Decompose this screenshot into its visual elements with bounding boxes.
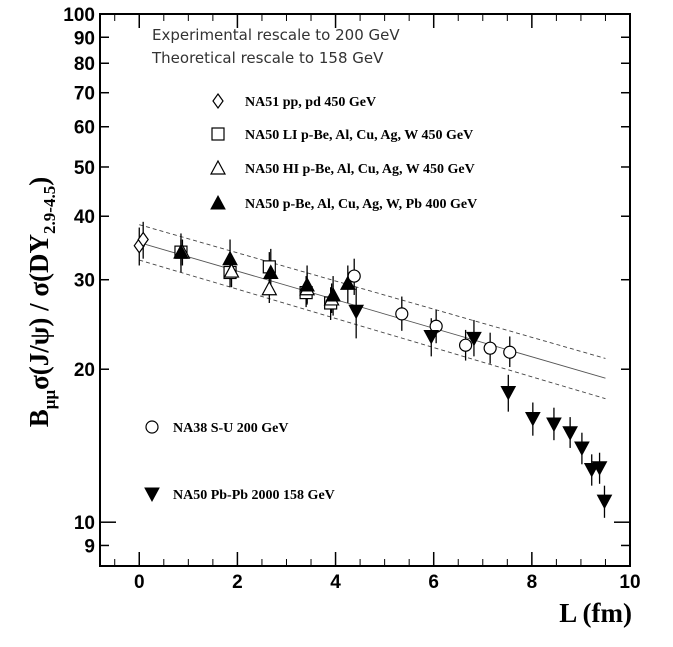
y-tick-label: 60 [74, 118, 95, 139]
data-point-triangle-down-filled [596, 494, 613, 510]
data-point-circle-open [347, 269, 361, 283]
data-point-triangle-up-filled [339, 275, 356, 290]
legend-label: NA51 pp, pd 450 GeV [245, 95, 376, 110]
axis-ticks [100, 13, 631, 566]
annotation-experimental: Experimental rescale to 200 GeV [152, 26, 400, 44]
legend-label: NA50 HI p-Be, Al, Cu, Ag, W 450 GeV [245, 162, 475, 177]
x-axis-title: L (fm) [559, 598, 632, 628]
data-point-triangle-up-filled [299, 276, 315, 292]
data-point-circle-open [459, 338, 473, 352]
data-point-triangle-up-filled [222, 250, 238, 266]
y-tick-label: 90 [74, 28, 95, 49]
fit-curves [139, 224, 606, 400]
data-point-circle-open [395, 307, 409, 321]
x-tick-label: 0 [134, 572, 145, 593]
data-point-triangle-down-filled [423, 329, 440, 345]
y-tick-label: 30 [74, 271, 95, 292]
legend-label: NA50 LI p-Be, Al, Cu, Ag, W 450 GeV [245, 128, 473, 143]
data-point-triangle-down-filled [546, 417, 562, 433]
legend-marker [210, 194, 226, 210]
y-tick-label: 9 [84, 536, 95, 557]
y-axis-title-b-sub: μμ [40, 390, 59, 410]
legend-marker [212, 92, 224, 110]
y-tick-label: 10 [74, 513, 95, 534]
y-tick-label: 80 [74, 54, 95, 75]
legend-marker [211, 127, 225, 141]
legend-marker [209, 159, 227, 175]
plot-frame [99, 13, 631, 567]
data-point-triangle-down-filled [574, 441, 590, 456]
data-point-diamond-open [137, 231, 149, 248]
legend-marker [144, 487, 160, 503]
data-point-triangle-down-filled [466, 331, 482, 347]
y-tick-label: 100 [63, 5, 95, 26]
y-axis-title-mid: σ(J/ψ) / σ(DY [24, 234, 54, 390]
fit-band-upper [139, 224, 606, 359]
data-point-circle-open [503, 345, 517, 359]
data-point-triangle-down-filled [348, 304, 365, 320]
data-point-triangle-down-filled [562, 426, 578, 441]
data-point-triangle-down-filled [524, 411, 541, 427]
legend-label: NA38 S-U 200 GeV [173, 421, 289, 436]
x-tick-label: 2 [232, 572, 243, 593]
y-axis-title-b: B [24, 409, 54, 427]
data-point-triangle-up-open [261, 280, 278, 296]
x-tick-label: 6 [428, 572, 439, 593]
y-axis-title-end: ) [24, 177, 54, 186]
y-axis-title: Bμμσ(J/ψ) / σ(DY2.9-4.5) [24, 177, 59, 427]
annotation-theoretical: Theoretical rescale to 158 GeV [151, 49, 384, 67]
data-point-circle-open [483, 341, 497, 355]
data-point-triangle-up-open [223, 262, 240, 278]
x-tick-labels: 0 2 4 6 8 10 [134, 572, 641, 593]
legend: NA51 pp, pd 450 GeV NA50 LI p-Be, Al, Cu,… [144, 92, 477, 503]
y-tick-label: 70 [74, 84, 95, 105]
legend-marker [145, 420, 159, 434]
legend-label: NA50 Pb-Pb 2000 158 GeV [173, 488, 335, 503]
data-point-triangle-down-filled [591, 461, 608, 476]
fit-curve [139, 242, 606, 379]
data-point-triangle-up-filled [262, 264, 279, 279]
y-tick-label: 20 [74, 360, 95, 381]
legend-label: NA50 p-Be, Al, Cu, Ag, W, Pb 400 GeV [245, 197, 477, 212]
y-axis-title-dy-sub: 2.9-4.5 [40, 186, 59, 234]
data-points [133, 221, 613, 518]
fit-band-lower [139, 259, 606, 400]
x-tick-label: 8 [527, 572, 538, 593]
y-tick-label: 50 [74, 158, 95, 179]
data-point-triangle-down-filled [500, 385, 517, 401]
y-tick-label: 40 [74, 207, 95, 228]
data-point-triangle-up-filled [173, 244, 189, 259]
data-point-triangle-up-filled [325, 286, 341, 302]
x-tick-label: 10 [619, 572, 640, 593]
x-tick-label: 4 [330, 572, 341, 593]
